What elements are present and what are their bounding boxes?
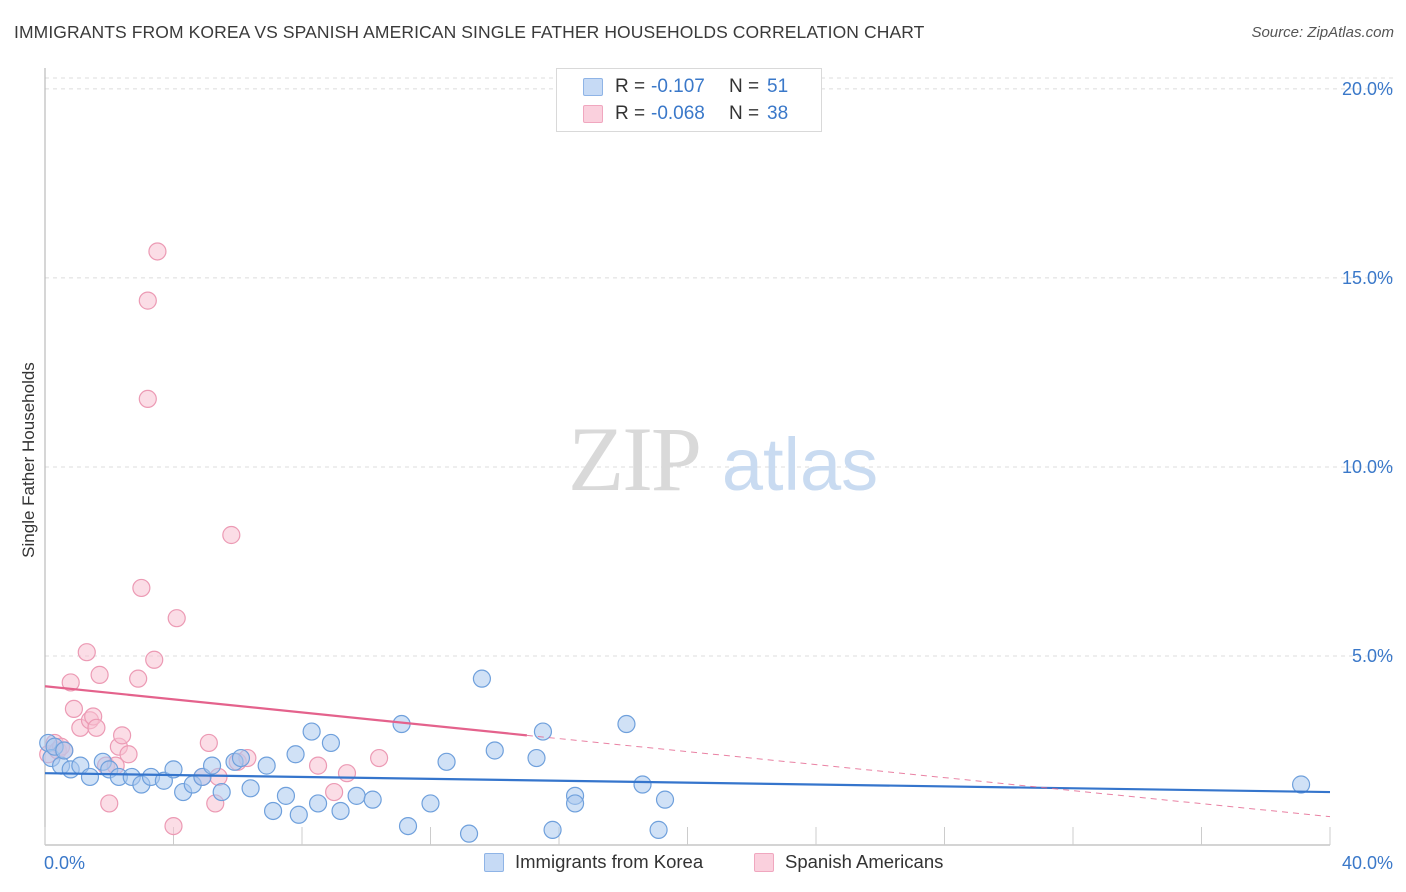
point-spanish (77, 643, 96, 662)
tick-labels: 5.0% 10.0% 15.0% 20.0% 0.0% 40.0% (44, 79, 1393, 873)
point-korea (347, 786, 366, 805)
series-immigrants-from-korea (39, 669, 1311, 843)
point-korea (533, 722, 553, 741)
legend-r-label: R = (615, 103, 646, 124)
point-korea (286, 745, 305, 764)
point-korea (565, 794, 585, 813)
legend-row-korea: R = -0.107 N = 51 (583, 75, 788, 99)
point-korea (202, 756, 222, 775)
legend-r-value: -0.107 (651, 76, 705, 97)
watermark-zip: ZIP (568, 408, 700, 510)
point-korea (241, 779, 260, 798)
source-label: Source: ZipAtlas.com (1251, 24, 1394, 41)
point-spanish (138, 389, 157, 409)
point-korea (633, 775, 652, 794)
point-korea (80, 767, 100, 787)
point-korea (276, 786, 296, 805)
point-spanish (222, 525, 241, 545)
point-spanish (129, 669, 148, 688)
point-korea (1291, 775, 1311, 794)
y-tick-label: 5.0% (1352, 646, 1393, 666)
point-korea (485, 741, 504, 760)
trend-line-korea (44, 772, 1331, 794)
point-spanish (337, 764, 357, 783)
legend-r-label: R = (615, 76, 646, 97)
grid-lines (45, 77, 1395, 657)
point-spanish (100, 794, 119, 813)
point-korea (398, 816, 418, 836)
legend-r-value: -0.068 (651, 103, 705, 124)
point-spanish (148, 242, 167, 261)
point-spanish (87, 718, 106, 737)
trend-line-spanish (44, 685, 527, 737)
stats-legend: R = -0.107 N = 51 R = -0.068 N = 38 (556, 68, 822, 132)
point-korea (55, 741, 74, 760)
point-spanish (145, 650, 164, 669)
legend-swatch-korea (484, 852, 504, 872)
point-korea (212, 782, 231, 802)
point-korea (308, 794, 328, 813)
legend-swatch-spanish (583, 105, 603, 123)
x-tick-label: 0.0% (44, 853, 85, 873)
chart-title: IMMIGRANTS FROM KOREA VS SPANISH AMERICA… (14, 22, 925, 42)
point-spanish (138, 291, 157, 310)
legend-label-korea: Immigrants from Korea (515, 851, 704, 872)
point-korea (302, 722, 321, 741)
point-korea (459, 824, 479, 843)
watermark-atlas: atlas (722, 423, 878, 506)
trend-line-spanish-extension (526, 734, 1331, 818)
y-axis-label: Single Father Households (19, 362, 38, 558)
legend-swatch-spanish (754, 852, 774, 872)
trend-lines (44, 685, 1331, 818)
point-spanish (90, 665, 109, 684)
legend-label-spanish: Spanish Americans (785, 851, 944, 872)
point-spanish (119, 745, 138, 764)
point-spanish (132, 578, 151, 598)
point-spanish (112, 726, 132, 745)
point-korea (472, 669, 491, 688)
point-korea (421, 794, 440, 813)
point-korea (649, 820, 668, 839)
x-tick-label: 40.0% (1342, 853, 1393, 873)
point-spanish (167, 609, 186, 628)
point-spanish (308, 756, 328, 775)
legend-n-value: 38 (767, 103, 789, 124)
point-spanish (164, 816, 183, 836)
point-korea (543, 820, 562, 839)
point-korea (655, 790, 675, 809)
y-tick-label: 20.0% (1342, 79, 1393, 99)
y-tick-label: 10.0% (1342, 457, 1393, 477)
point-korea (289, 805, 308, 824)
point-korea (231, 748, 251, 768)
point-korea (617, 714, 636, 734)
legend-row-spanish: R = -0.068 N = 38 (583, 102, 788, 126)
axes (44, 68, 1331, 846)
legend-item-korea[interactable]: Immigrants from Korea (484, 851, 703, 873)
point-spanish (370, 748, 389, 768)
legend-n-label: N = (729, 103, 760, 124)
point-spanish (64, 699, 84, 719)
point-korea (437, 752, 456, 771)
point-spanish (325, 782, 344, 802)
point-korea (363, 790, 382, 809)
legend-swatch-korea (583, 78, 603, 96)
point-spanish (199, 733, 218, 753)
point-korea (331, 801, 350, 821)
point-spanish (61, 673, 80, 692)
point-korea (527, 748, 546, 768)
legend-item-spanish[interactable]: Spanish Americans (754, 851, 943, 873)
series-legend: Immigrants from Korea Spanish Americans (0, 851, 1406, 877)
legend-n-value: 51 (767, 76, 789, 97)
legend-n-label: N = (729, 76, 760, 97)
point-korea (257, 756, 276, 775)
point-korea (263, 801, 283, 821)
y-tick-label: 15.0% (1342, 268, 1393, 288)
point-korea (321, 733, 341, 753)
point-korea (164, 760, 183, 779)
